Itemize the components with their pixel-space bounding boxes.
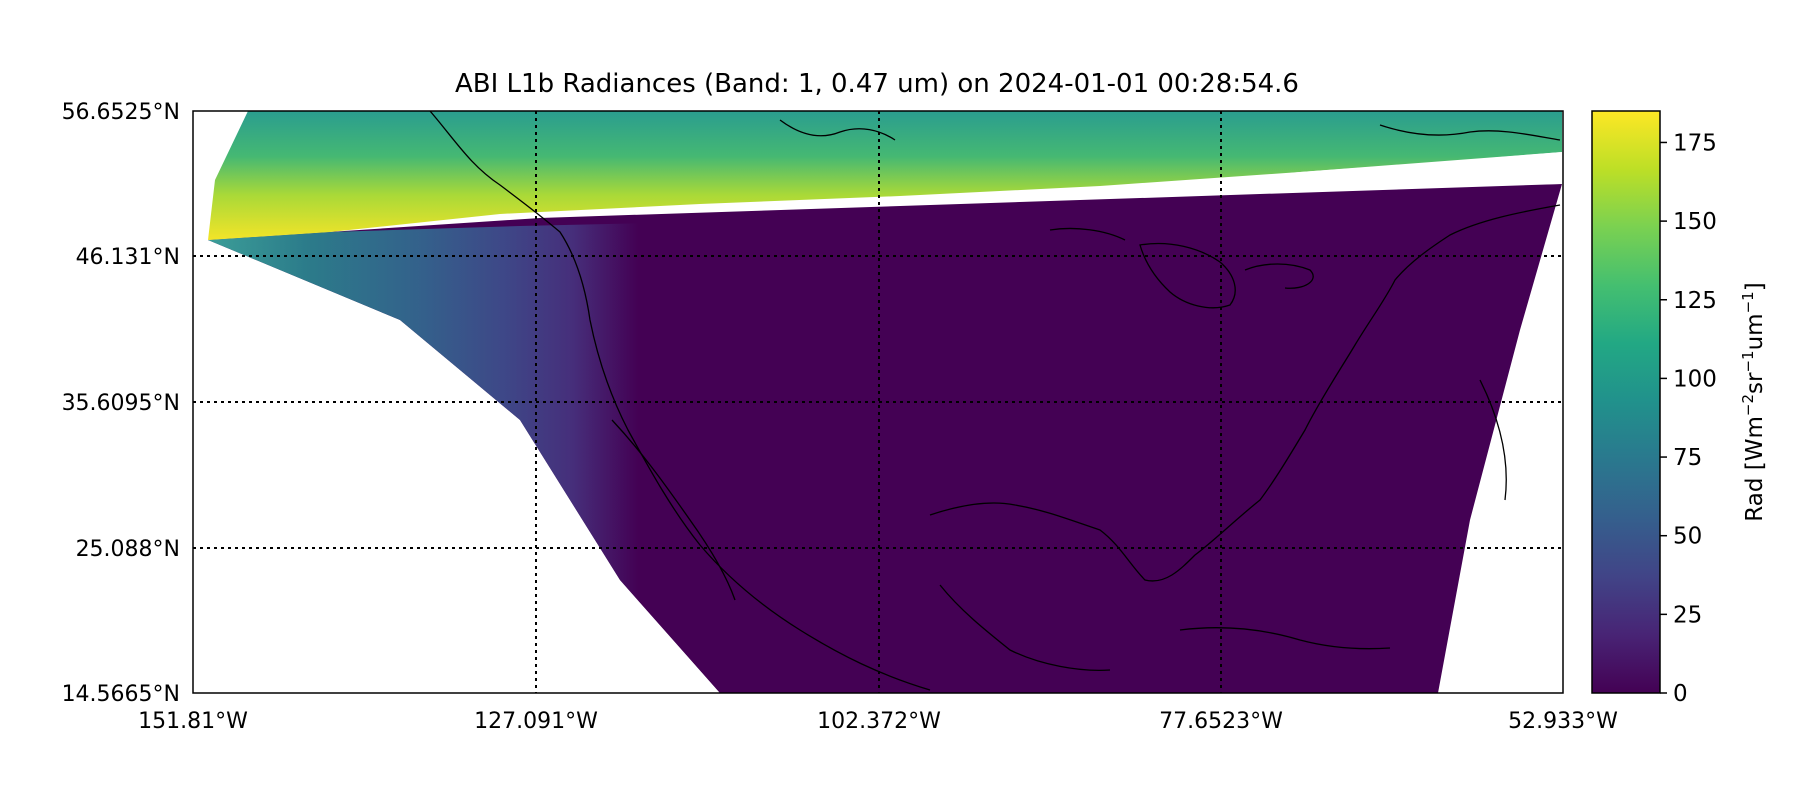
daylight-land-region: [208, 220, 870, 693]
coastlines: [429, 111, 1561, 691]
lon-tick-label: 77.6523°W: [1159, 709, 1283, 734]
colorbar-tick-label: 75: [1673, 445, 1702, 471]
lon-tick-label: 52.933°W: [1508, 709, 1618, 734]
lon-tick-label: 127.091°W: [474, 709, 598, 734]
bright-top-band: [208, 111, 1562, 240]
lon-axis: 151.81°W 127.091°W 102.372°W 77.6523°W 5…: [138, 709, 1618, 734]
colorbar: 0 25 50 75 100 125 150 175 Rad [Wm−2sr−1um−1]: [1591, 110, 1768, 707]
plot-frame: [192, 110, 1564, 694]
lat-tick-label: 25.088°N: [76, 537, 180, 562]
lat-tick-label: 14.5665°N: [62, 682, 180, 707]
gridlines: [193, 111, 1563, 693]
lat-tick-label: 35.6095°N: [62, 391, 180, 416]
colorbar-tick-label: 175: [1673, 130, 1717, 156]
colorbar-tick-label: 125: [1673, 288, 1717, 314]
swath-gap: [1100, 152, 1562, 192]
colorbar-tick-label: 0: [1673, 681, 1688, 707]
colorbar-tick-label: 150: [1673, 209, 1717, 235]
lat-tick-label: 46.131°N: [76, 245, 180, 270]
lon-tick-label: 102.372°W: [817, 709, 941, 734]
colorbar-label: Rad [Wm−2sr−1um−1]: [1739, 282, 1768, 521]
lat-tick-label: 56.6525°N: [62, 100, 180, 125]
colorbar-tick-label: 25: [1673, 602, 1702, 628]
colorbar-tick-label: 100: [1673, 366, 1717, 392]
colorbar-tick-label: 50: [1673, 524, 1702, 550]
map-panel: [193, 111, 1563, 693]
colorbar-gradient: [1591, 110, 1661, 694]
lon-tick-label: 151.81°W: [138, 709, 248, 734]
colorbar-ticks: 0 25 50 75 100 125 150 175: [1660, 130, 1717, 707]
lat-axis: 56.6525°N 46.131°N 35.6095°N 25.088°N 14…: [62, 100, 180, 707]
chart-title: ABI L1b Radiances (Band: 1, 0.47 um) on …: [455, 69, 1299, 99]
